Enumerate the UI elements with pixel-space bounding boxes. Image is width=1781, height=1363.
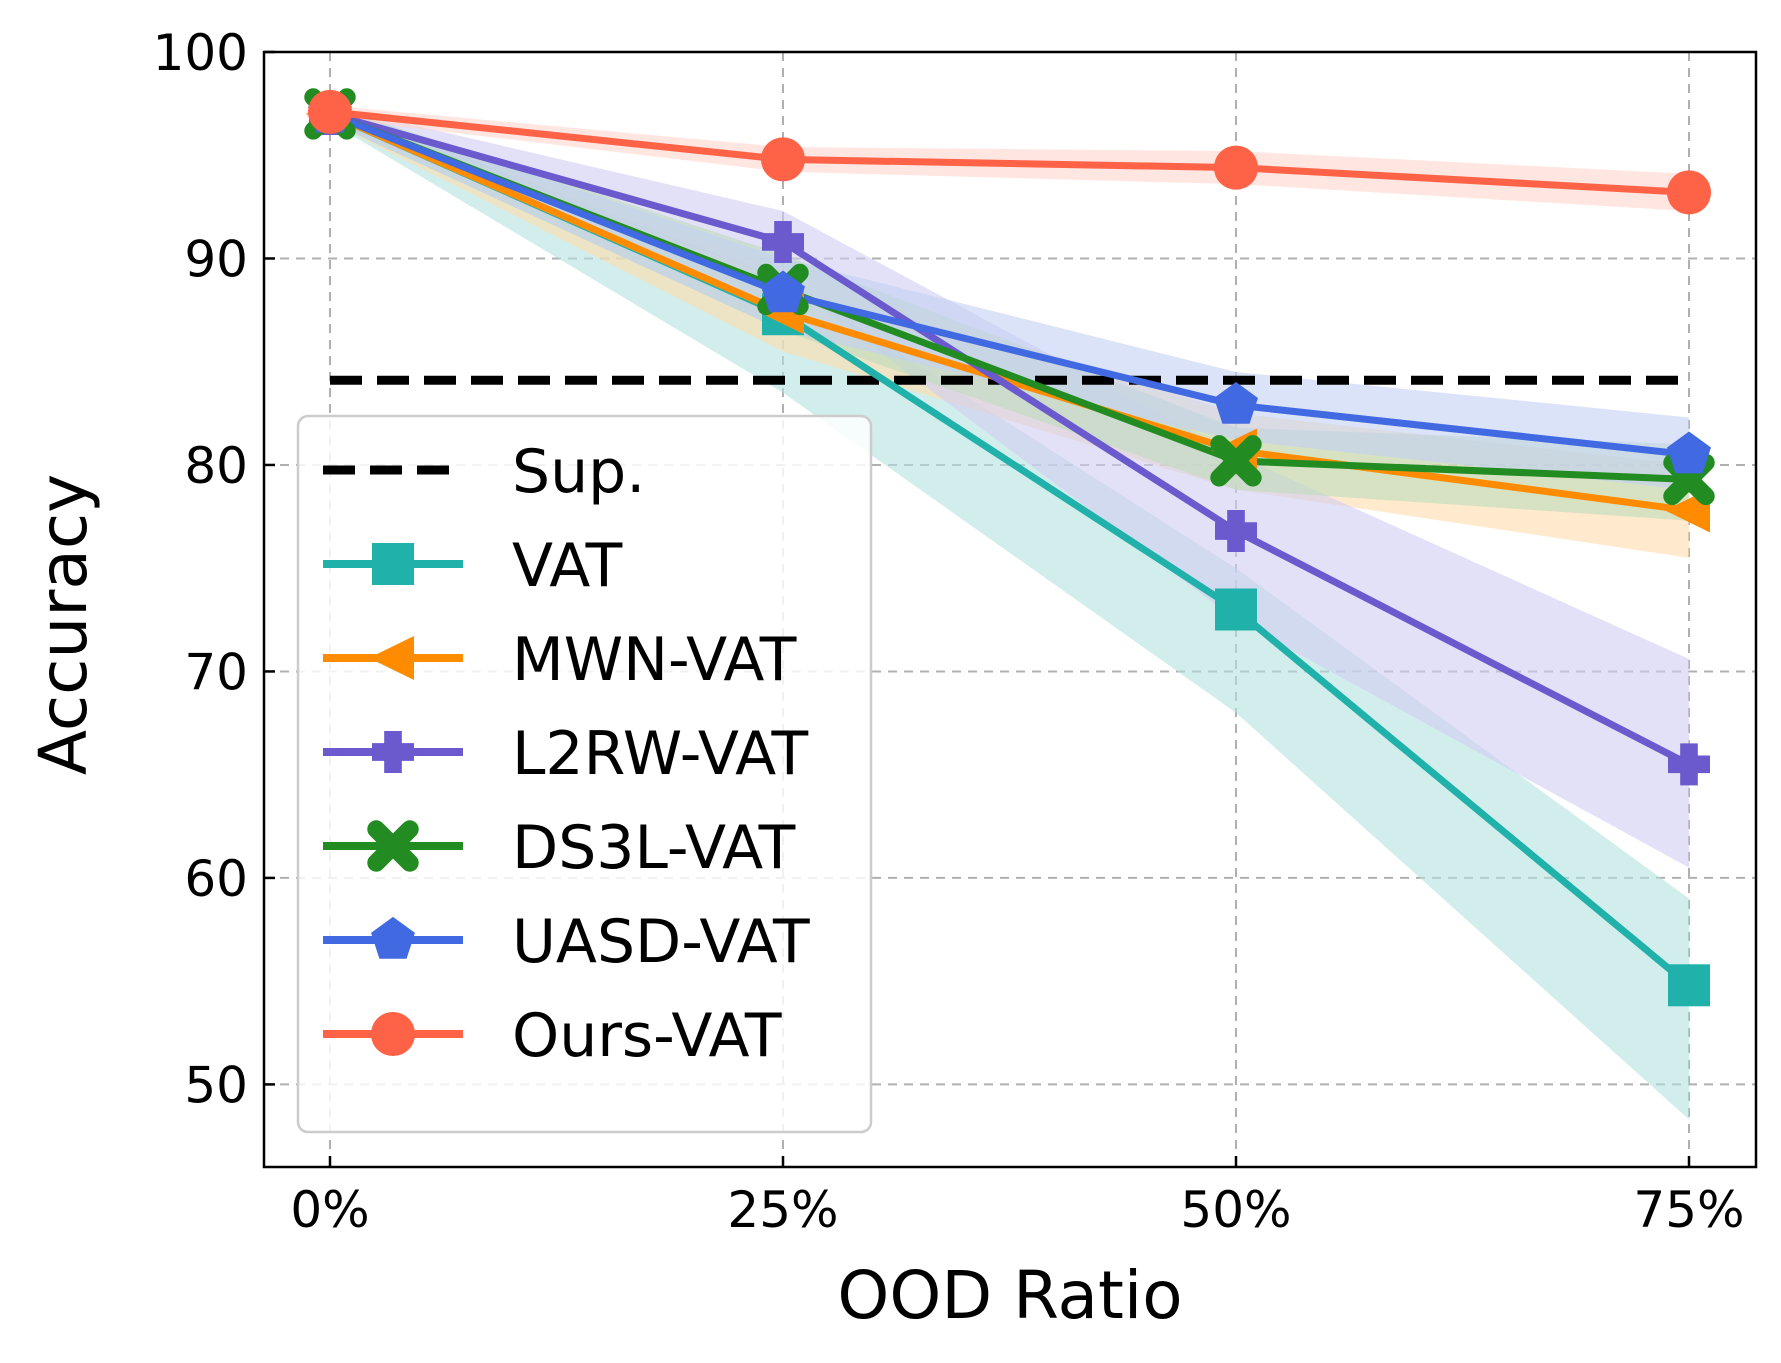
marker-uasd-vat-25 [761, 270, 805, 313]
legend-entry-sup: Sup. [323, 437, 645, 507]
marker-ours-vat-25 [760, 137, 806, 182]
line-l2rw-vat [329, 110, 1691, 768]
legend-label-sup: Sup. [512, 437, 645, 507]
legend-entry-l2rw-vat: L2RW-VAT [323, 719, 808, 789]
line-mwn-vat [328, 110, 1690, 514]
marker-vat-50 [1215, 588, 1257, 631]
legend-marker-ds3l-vat [367, 820, 419, 872]
y-axis-label: Accuracy [25, 474, 102, 775]
y-tick-label-100: 100 [153, 24, 248, 82]
x-tick-label-25: 25% [727, 1181, 838, 1239]
x-tick-label-0: 0% [290, 1181, 369, 1239]
marker-l2rw-vat-25-shape [762, 220, 804, 263]
marker-l2rw-vat-50-shape [1215, 510, 1257, 553]
band-ds3l-vat [330, 105, 1689, 521]
legend-marker-mwn-vat-shape [368, 635, 414, 681]
marker-ours-vat-75 [1666, 170, 1712, 215]
marker-ours-vat-50-shape [1213, 145, 1259, 190]
y-tick-label-80: 80 [184, 437, 248, 495]
marker-vat-75-shape [1668, 964, 1710, 1007]
legend-marker-l2rw-vat-shape [372, 731, 414, 773]
legend: Sup. VAT MWN-VAT L2RW-VAT DS3L-VAT UASD-VAT Ou… [296, 414, 873, 1134]
legend-marker-uasd-vat [371, 916, 415, 959]
band-l2rw-vat [330, 105, 1689, 868]
legend-marker-mwn-vat [368, 635, 414, 681]
marker-ds3l-vat-50-shape [1210, 435, 1262, 487]
marker-vat-50-shape [1215, 588, 1257, 631]
legend-entry-mwn-vat: MWN-VAT [323, 625, 797, 695]
y-tick-label-70: 70 [184, 643, 248, 701]
legend-label-vat: VAT [512, 531, 623, 601]
legend-label-l2rw-vat: L2RW-VAT [512, 719, 808, 789]
x-axis-label: OOD Ratio [837, 1257, 1182, 1334]
legend-label-ours-vat: Ours-VAT [512, 1001, 782, 1071]
series-markers [304, 88, 1715, 1007]
y-tick-label-50: 50 [184, 1056, 248, 1114]
marker-uasd-vat-50-shape [1214, 381, 1258, 424]
legend-marker-ours-vat-shape [370, 1011, 416, 1057]
legend-entry-uasd-vat: UASD-VAT [323, 907, 810, 977]
marker-uasd-vat-25-shape [761, 270, 805, 313]
marker-uasd-vat-75-shape [1667, 431, 1711, 474]
band-ours-vat [330, 105, 1689, 211]
marker-l2rw-vat-50 [1215, 510, 1257, 553]
legend-label-mwn-vat: MWN-VAT [512, 625, 797, 695]
marker-ds3l-vat-50 [1210, 435, 1262, 487]
marker-ours-vat-25-shape [760, 137, 806, 182]
marker-l2rw-vat-25 [762, 220, 804, 263]
y-tick-label-90: 90 [184, 230, 248, 288]
marker-ours-vat-75-shape [1666, 170, 1712, 215]
line-ours-vat [329, 108, 1690, 196]
marker-l2rw-vat-75-shape [1668, 743, 1710, 786]
legend-marker-ours-vat [370, 1011, 416, 1057]
marker-ours-vat-0 [307, 89, 353, 134]
legend-marker-ds3l-vat-shape [367, 820, 419, 872]
axis-ticks: 0% 25% 50% 75% 50 60 70 80 90 100 [153, 24, 1745, 1239]
series-lines [328, 108, 1692, 988]
marker-vat-75 [1668, 964, 1710, 1007]
marker-ours-vat-50 [1213, 145, 1259, 190]
legend-marker-uasd-vat-shape [371, 916, 415, 959]
legend-label-uasd-vat: UASD-VAT [512, 907, 810, 977]
marker-uasd-vat-50 [1214, 381, 1258, 424]
legend-box [296, 414, 873, 1134]
legend-entry-vat: VAT [323, 531, 623, 601]
plot-frame [262, 50, 1758, 1169]
legend-marker-vat [372, 543, 414, 585]
marker-uasd-vat-75 [1667, 431, 1711, 474]
marker-l2rw-vat-75 [1668, 743, 1710, 786]
legend-entry-ours-vat: Ours-VAT [323, 1001, 782, 1071]
legend-entry-ds3l-vat: DS3L-VAT [323, 813, 796, 883]
legend-marker-l2rw-vat [372, 731, 414, 773]
legend-marker-vat-shape [372, 543, 414, 585]
line-uasd-vat [328, 110, 1690, 459]
marker-ours-vat-0-shape [307, 89, 353, 134]
x-tick-label-75: 75% [1633, 1181, 1744, 1239]
confidence-bands [330, 105, 1689, 1120]
y-tick-label-60: 60 [184, 850, 248, 908]
band-uasd-vat [330, 105, 1689, 490]
legend-label-ds3l-vat: DS3L-VAT [512, 813, 796, 883]
x-tick-label-50: 50% [1180, 1181, 1291, 1239]
